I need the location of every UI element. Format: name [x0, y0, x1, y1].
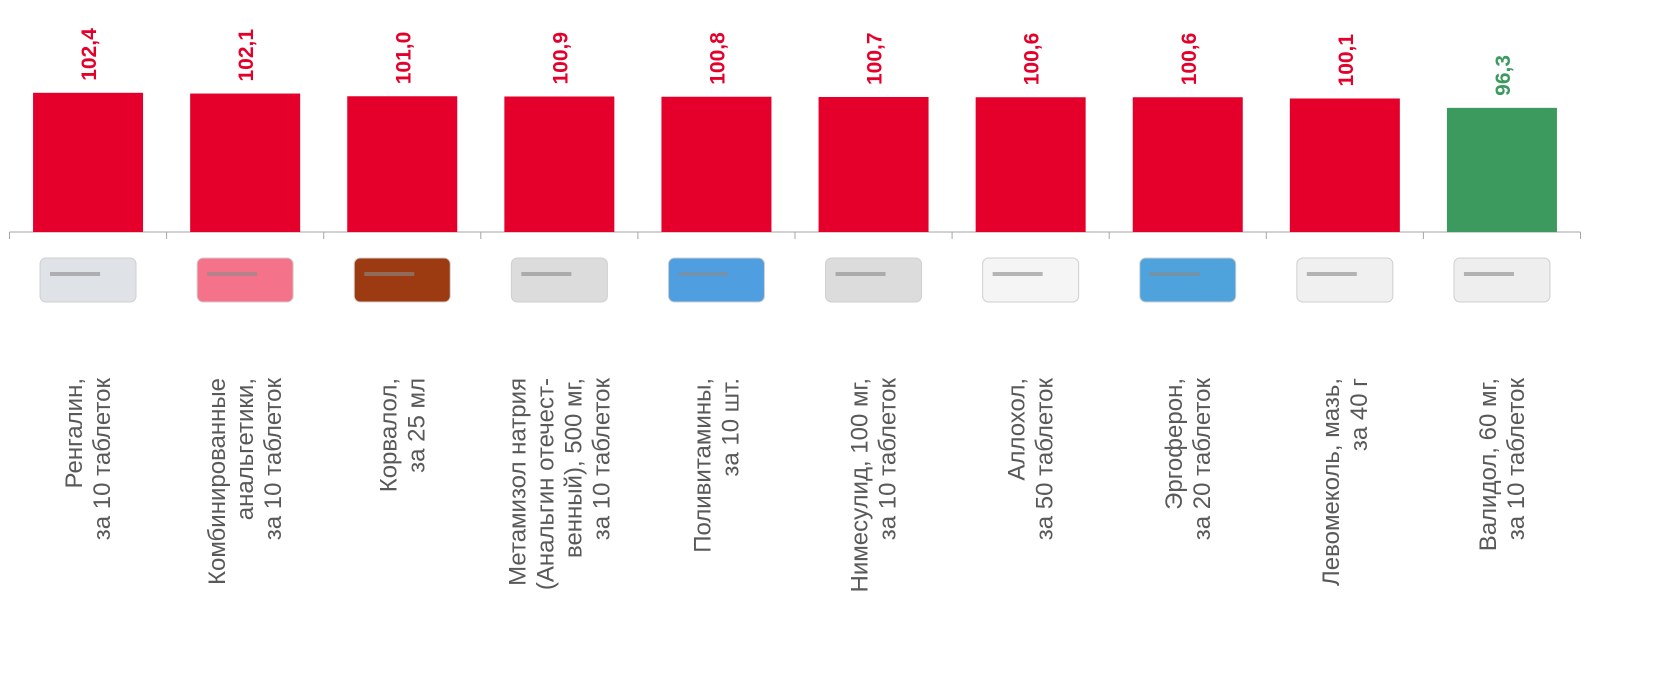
icon-stripe [50, 272, 100, 276]
value-label: 102,4 [78, 28, 101, 81]
value-label: 100,9 [549, 32, 572, 85]
icon-stripe [1150, 272, 1200, 276]
icon-stripe [521, 272, 571, 276]
category-label: Эргоферон,за 20 таблеток [1161, 378, 1216, 541]
product-icon [511, 258, 607, 302]
category-label: Метамизол натрия(Анальгин отечест-венный… [504, 378, 615, 591]
bar [1447, 108, 1557, 232]
bar [1133, 97, 1243, 232]
category-label: Нимесулид, 100 мг,за 10 таблеток [847, 378, 902, 593]
icon-box [511, 258, 607, 302]
value-label: 100,1 [1335, 34, 1358, 87]
bar [819, 97, 929, 232]
category-label: Корвалол,за 25 мл [375, 378, 430, 492]
category-label: Комбинированныеанальгетики,за 10 таблето… [204, 378, 287, 585]
product-icon [1454, 258, 1550, 302]
value-label: 100,8 [706, 32, 729, 85]
icon-stripe [993, 272, 1043, 276]
icon-box [1297, 258, 1393, 302]
icon-box [1454, 258, 1550, 302]
category-label: Левомеколь, мазь,за 40 г [1318, 378, 1373, 586]
value-label: 101,0 [392, 32, 415, 85]
value-label: 100,6 [1178, 33, 1201, 86]
icon-box [668, 258, 764, 302]
icon-box [826, 258, 922, 302]
bar [661, 97, 771, 232]
icon-stripe [836, 272, 886, 276]
value-label: 100,7 [864, 32, 887, 85]
value-label: 100,6 [1021, 33, 1044, 86]
icon-stripe [364, 272, 414, 276]
category-label: Аллохол,за 50 таблеток [1004, 378, 1059, 541]
icon-box [1140, 258, 1236, 302]
icon-stripe [678, 272, 728, 276]
product-icon [197, 258, 293, 302]
bar [504, 97, 614, 232]
category-label: Ренгалин,за 10 таблеток [61, 378, 116, 541]
icon-stripe [1307, 272, 1357, 276]
bar [347, 96, 457, 232]
product-icon [1297, 258, 1393, 302]
icon-box [354, 258, 450, 302]
product-icon [826, 258, 922, 302]
bar [190, 94, 300, 232]
bar [976, 97, 1086, 232]
product-icon [668, 258, 764, 302]
icon-box [197, 258, 293, 302]
icon-box [40, 258, 136, 302]
chart: 102,4 Ренгалин,за 10 таблеток 102,1 Комбини… [0, 0, 1655, 684]
icon-stripe [1464, 272, 1514, 276]
icon-stripe [207, 272, 257, 276]
product-icon [1140, 258, 1236, 302]
value-label: 102,1 [235, 29, 258, 82]
product-icon [983, 258, 1079, 302]
product-icon [40, 258, 136, 302]
bar [1290, 98, 1400, 232]
category-label: Поливитамины,за 10 шт. [689, 378, 744, 553]
product-icon [354, 258, 450, 302]
value-label: 96,3 [1492, 55, 1515, 96]
category-label: Валидол, 60 мг,за 10 таблеток [1475, 378, 1530, 552]
bar [33, 93, 143, 232]
icon-box [983, 258, 1079, 302]
